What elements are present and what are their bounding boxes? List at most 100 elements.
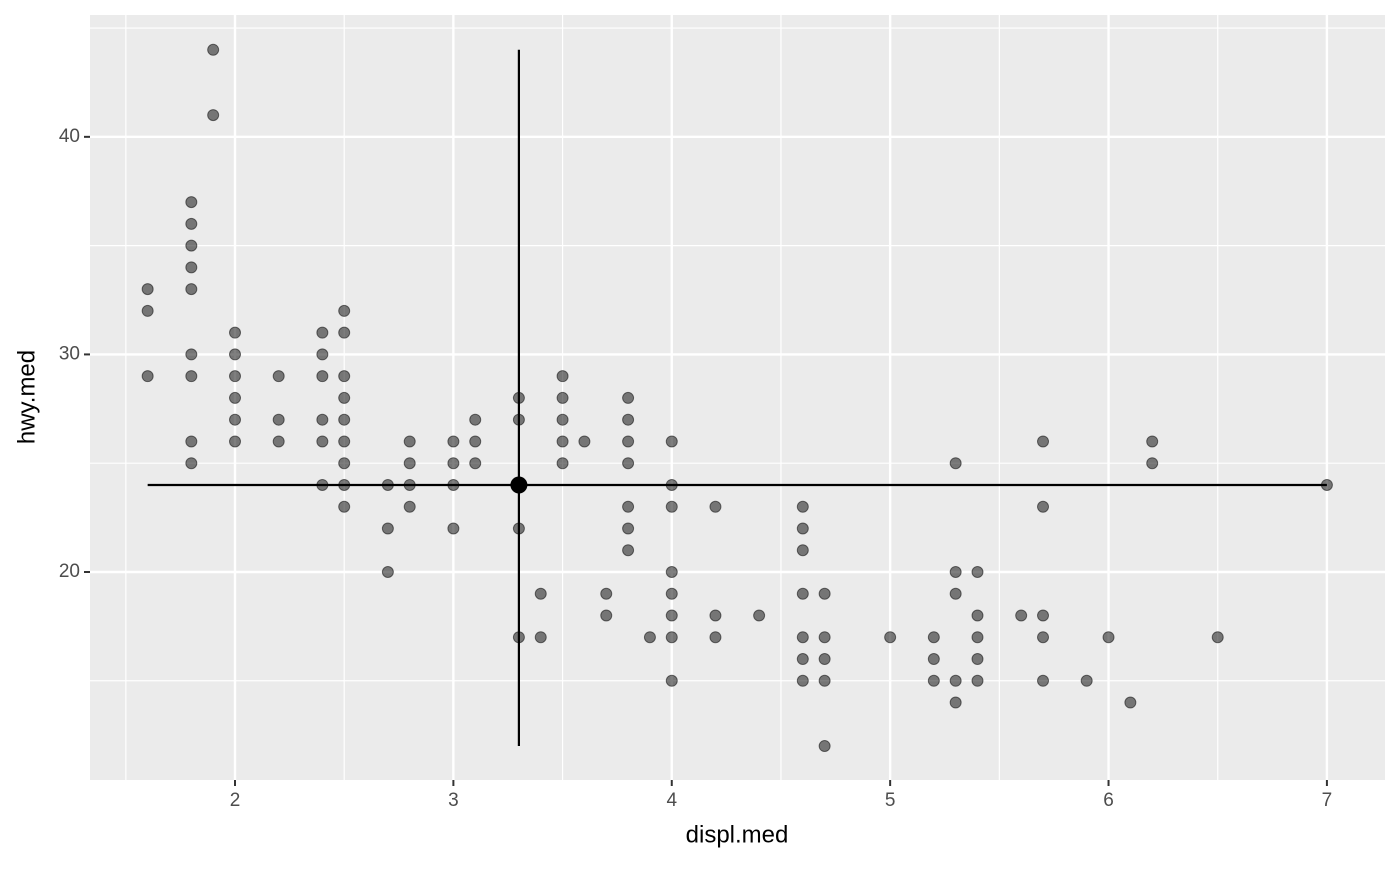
- point: [141, 370, 154, 383]
- point: [796, 631, 809, 644]
- point: [949, 457, 962, 470]
- point: [556, 413, 569, 426]
- point: [949, 696, 962, 709]
- point: [665, 565, 678, 578]
- point: [622, 544, 635, 557]
- x-tick-label: 7: [1322, 790, 1333, 811]
- x-tick-label: 3: [448, 790, 459, 811]
- point: [949, 674, 962, 687]
- point: [971, 565, 984, 578]
- point: [185, 239, 198, 252]
- point: [665, 609, 678, 622]
- point: [1037, 609, 1050, 622]
- point: [316, 413, 329, 426]
- point: [229, 326, 242, 339]
- point: [316, 435, 329, 448]
- point: [469, 435, 482, 448]
- panel: [90, 15, 1385, 780]
- point: [665, 674, 678, 687]
- point: [927, 631, 940, 644]
- point: [185, 283, 198, 296]
- point: [665, 500, 678, 513]
- point: [185, 435, 198, 448]
- point: [469, 413, 482, 426]
- point: [316, 326, 329, 339]
- point: [207, 109, 220, 122]
- point: [185, 348, 198, 361]
- point: [185, 457, 198, 470]
- point: [643, 631, 656, 644]
- point: [316, 348, 329, 361]
- point: [1015, 609, 1028, 622]
- x-tick-label: 5: [885, 790, 896, 811]
- x-axis-label: displ.med: [686, 821, 789, 848]
- point: [818, 740, 831, 753]
- point: [338, 435, 351, 448]
- point: [1037, 435, 1050, 448]
- point: [338, 457, 351, 470]
- point: [338, 370, 351, 383]
- point: [1211, 631, 1224, 644]
- point: [709, 500, 722, 513]
- point: [556, 370, 569, 383]
- point: [447, 522, 460, 535]
- point: [338, 326, 351, 339]
- y-tick-label: 20: [59, 561, 80, 582]
- point: [1146, 457, 1159, 470]
- point: [971, 631, 984, 644]
- point: [665, 587, 678, 600]
- x-tick-label: 4: [666, 790, 677, 811]
- point: [971, 674, 984, 687]
- point: [578, 435, 591, 448]
- y-tick-label: 30: [59, 343, 80, 364]
- point: [338, 391, 351, 404]
- point: [949, 587, 962, 600]
- point: [403, 457, 416, 470]
- point: [971, 609, 984, 622]
- point: [884, 631, 897, 644]
- point: [141, 304, 154, 317]
- point: [185, 196, 198, 209]
- point: [665, 435, 678, 448]
- x-tick-label: 2: [230, 790, 241, 811]
- point: [818, 631, 831, 644]
- point: [1080, 674, 1093, 687]
- point: [753, 609, 766, 622]
- point: [185, 370, 198, 383]
- point: [556, 391, 569, 404]
- point: [469, 457, 482, 470]
- point: [272, 413, 285, 426]
- point: [447, 457, 460, 470]
- point: [1102, 631, 1115, 644]
- point: [709, 609, 722, 622]
- point: [229, 435, 242, 448]
- y-axis-label: hwy.med: [13, 350, 40, 444]
- median-point: [510, 476, 528, 494]
- point: [534, 631, 547, 644]
- point: [709, 631, 722, 644]
- point: [141, 283, 154, 296]
- point: [622, 457, 635, 470]
- point: [927, 674, 940, 687]
- point: [796, 522, 809, 535]
- point: [207, 43, 220, 56]
- point: [796, 674, 809, 687]
- point: [1037, 500, 1050, 513]
- point: [971, 653, 984, 666]
- point: [1146, 435, 1159, 448]
- point: [381, 565, 394, 578]
- point: [818, 653, 831, 666]
- point: [796, 653, 809, 666]
- point: [534, 587, 547, 600]
- point: [949, 565, 962, 578]
- point: [796, 500, 809, 513]
- point: [818, 587, 831, 600]
- point: [556, 457, 569, 470]
- point: [927, 653, 940, 666]
- point: [185, 261, 198, 274]
- point: [338, 413, 351, 426]
- point: [1124, 696, 1137, 709]
- point: [622, 522, 635, 535]
- point: [272, 435, 285, 448]
